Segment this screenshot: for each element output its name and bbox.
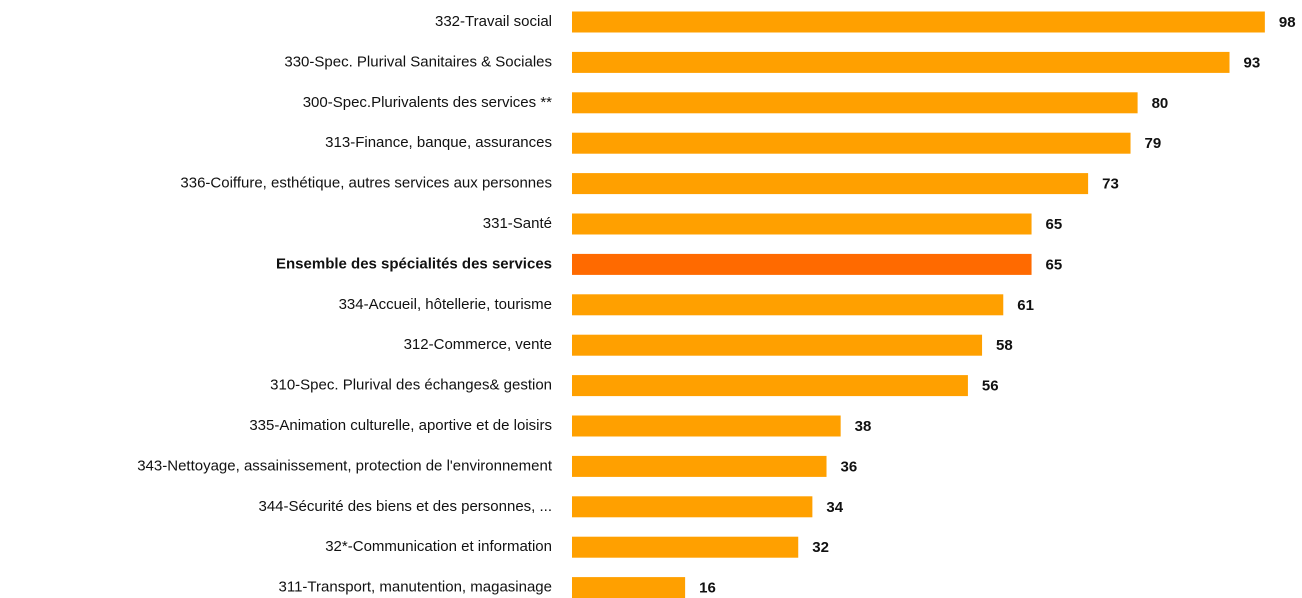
value-label: 98 [1279,14,1296,31]
value-label: 61 [1017,297,1034,314]
category-label: 343-Nettoyage, assainissement, protectio… [137,457,553,474]
bar [572,334,983,356]
bar [572,92,1138,114]
value-label: 73 [1102,176,1119,193]
value-label: 58 [996,337,1013,354]
value-label: 34 [826,499,843,516]
bar [572,132,1131,154]
category-label: 334-Accueil, hôtellerie, tourisme [339,296,552,313]
category-label: Ensemble des spécialités des services [276,255,552,272]
category-label: 330-Spec. Plurival Sanitaires & Sociales [284,53,552,70]
category-label: 300-Spec.Plurivalents des services ** [303,94,552,111]
category-label: 311-Transport, manutention, magasinage [279,579,553,596]
value-label: 65 [1046,256,1063,273]
category-label: 331-Santé [483,215,552,232]
bar [572,173,1089,195]
category-label: 332-Travail social [435,13,552,30]
value-label: 80 [1152,95,1169,112]
bar [572,536,799,558]
value-label: 32 [812,539,829,556]
bar [572,51,1230,73]
bar [572,455,827,477]
bar [572,375,968,397]
category-label: 336-Coiffure, esthétique, autres service… [180,175,552,192]
value-label: 56 [982,378,999,395]
category-label: 32*-Communication et information [325,538,552,555]
bar [572,496,813,518]
bar [572,11,1265,33]
value-label: 79 [1145,135,1162,152]
bar [572,294,1004,316]
value-label: 93 [1244,54,1261,71]
category-label: 313-Finance, banque, assurances [325,134,552,151]
category-label: 312-Commerce, vente [404,336,552,353]
bar [572,253,1032,275]
value-label: 65 [1046,216,1063,233]
value-label: 36 [841,458,858,475]
bar [572,415,841,437]
value-label: 16 [699,580,716,597]
category-label: 310-Spec. Plurival des échanges& gestion [270,377,552,394]
category-label: 344-Sécurité des biens et des personnes,… [258,498,552,515]
bar [572,577,686,598]
value-label: 38 [855,418,872,435]
category-label: 335-Animation culturelle, aportive et de… [249,417,552,434]
bar [572,213,1032,235]
